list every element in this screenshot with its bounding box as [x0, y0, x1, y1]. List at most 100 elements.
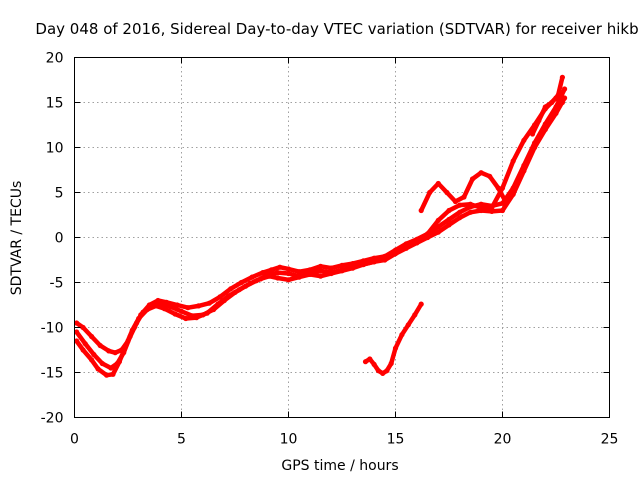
data-point [467, 209, 473, 215]
data-point [478, 170, 484, 176]
data-point [392, 345, 399, 351]
data-point [74, 338, 80, 344]
data-point [444, 189, 450, 196]
series-line [74, 86, 567, 355]
series-line [74, 95, 567, 371]
data-point [559, 74, 566, 80]
data-point [106, 348, 112, 354]
data-point [112, 350, 118, 356]
data-point [380, 370, 386, 376]
data-point [74, 320, 80, 326]
data-point [144, 306, 150, 313]
data-point [226, 293, 232, 299]
series-trace-b [74, 95, 568, 371]
grid [74, 57, 610, 418]
data-point [446, 216, 452, 223]
y-tick-label: 0 [55, 231, 64, 247]
data-point [418, 301, 424, 307]
data-point [238, 279, 244, 286]
data-point [285, 270, 292, 277]
data-point [559, 99, 566, 106]
y-tick-label: -15 [41, 366, 64, 382]
series-trace-a [74, 86, 568, 356]
x-tick-label: 20 [494, 432, 512, 448]
data-point [95, 366, 101, 372]
data-point [510, 191, 516, 197]
data-point [418, 207, 424, 214]
x-tick-label: 10 [280, 432, 298, 448]
data-point [136, 315, 142, 322]
data-point [350, 265, 356, 271]
data-point [268, 267, 274, 273]
data-point [521, 137, 527, 143]
data-point [399, 332, 405, 338]
data-point [446, 207, 452, 214]
series-trace-f-isolated-arc [362, 301, 424, 376]
data-point [123, 342, 129, 349]
y-tick-label: -10 [41, 321, 64, 337]
data-point [91, 351, 97, 358]
data-point [196, 303, 202, 309]
data-point [562, 86, 568, 92]
data-point [339, 268, 345, 274]
data-point [425, 231, 431, 237]
data-point [384, 368, 390, 374]
y-tick-label: -20 [41, 411, 64, 427]
data-point [510, 158, 516, 164]
data-point [403, 243, 409, 250]
data-point [129, 327, 135, 333]
data-point [318, 273, 324, 279]
data-point [80, 347, 86, 353]
data-point [307, 271, 313, 277]
data-point [296, 274, 302, 280]
data-point [285, 266, 292, 272]
data-point [275, 275, 281, 281]
data-point [457, 215, 463, 221]
data-point [80, 324, 86, 331]
data-point [388, 360, 394, 367]
data-point [469, 176, 476, 182]
data-point [532, 144, 538, 151]
data-point [258, 276, 264, 282]
data-point [183, 315, 189, 322]
data-point [555, 92, 561, 98]
data-point [249, 274, 255, 280]
data-point [360, 261, 366, 268]
data-point [487, 173, 493, 179]
series-trace-c [74, 95, 566, 378]
data-point [427, 189, 433, 196]
data-point [414, 237, 420, 243]
data-point [521, 168, 527, 174]
data-point [371, 259, 377, 265]
data-point [412, 312, 418, 318]
data-point [542, 126, 548, 133]
data-point [228, 286, 234, 292]
data-point [362, 359, 369, 365]
data-point [467, 201, 473, 207]
data-point [529, 131, 536, 137]
data-point [174, 302, 180, 308]
data-point [452, 198, 458, 205]
data-point [328, 270, 334, 277]
data-point [215, 301, 221, 307]
data-point [446, 222, 452, 228]
data-point [260, 270, 266, 276]
y-tick-label: 5 [55, 186, 64, 202]
chart-title: Day 048 of 2016, Sidereal Day-to-day VTE… [35, 20, 638, 38]
data-point [89, 357, 95, 363]
data-point [275, 270, 281, 276]
data-point [104, 372, 110, 378]
data-point [489, 208, 495, 214]
data-point [435, 229, 441, 235]
data-point [478, 205, 484, 211]
data-point [266, 273, 272, 279]
data-point [562, 95, 568, 101]
data-point [82, 341, 88, 347]
data-point [536, 117, 542, 124]
data-point [318, 263, 324, 269]
series-trace-d-upper-loop [418, 170, 508, 214]
y-axis-label: SDTVAR / TECUs [9, 181, 25, 296]
y-tick-label: 15 [46, 96, 64, 112]
data-point [153, 303, 159, 309]
series-line [74, 95, 565, 378]
